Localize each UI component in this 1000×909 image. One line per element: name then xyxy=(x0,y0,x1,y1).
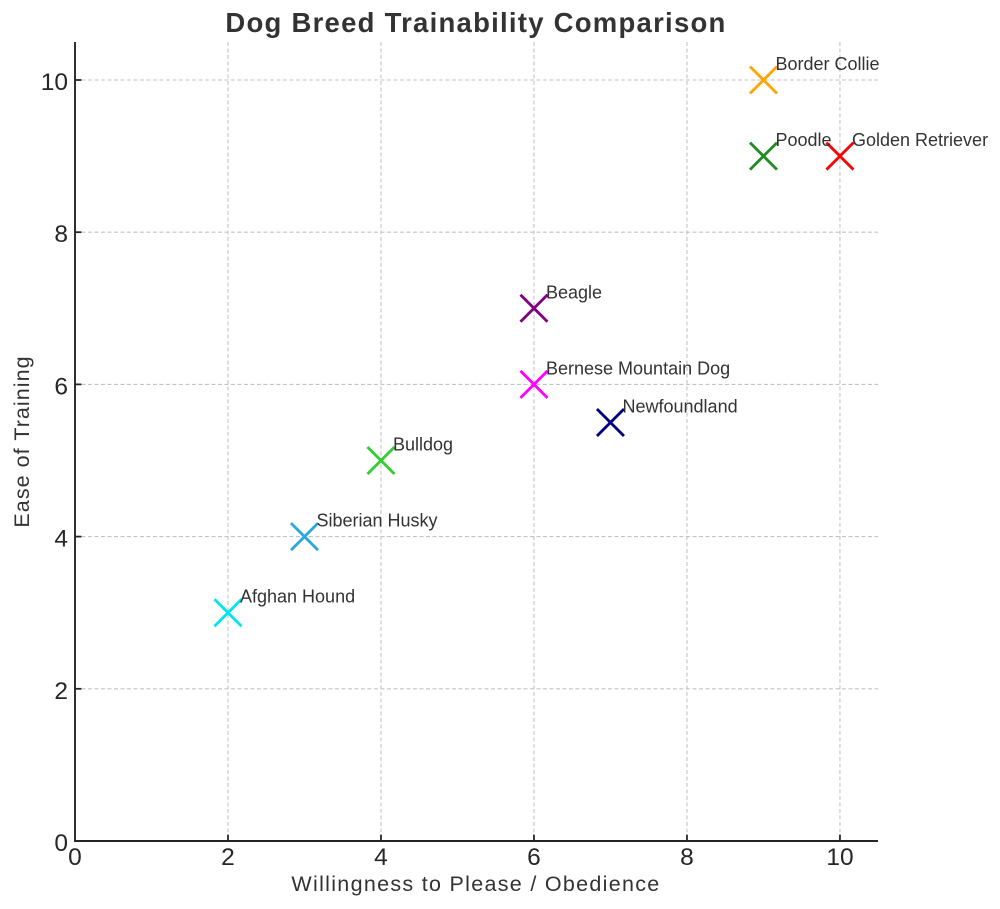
svg-text:Dog Breed Trainability Compari: Dog Breed Trainability Comparison xyxy=(225,7,726,38)
svg-text:Beagle: Beagle xyxy=(546,282,602,302)
svg-text:4: 4 xyxy=(54,526,68,553)
svg-text:8: 8 xyxy=(54,221,68,248)
svg-text:4: 4 xyxy=(374,844,388,871)
svg-text:Border Collie: Border Collie xyxy=(776,54,880,74)
svg-text:6: 6 xyxy=(527,844,541,871)
svg-text:Afghan Hound: Afghan Hound xyxy=(240,587,355,607)
svg-text:Willingness to Please / Obedie: Willingness to Please / Obedience xyxy=(291,872,660,896)
svg-text:Poodle: Poodle xyxy=(776,130,832,150)
svg-text:2: 2 xyxy=(221,844,235,871)
svg-text:Siberian Husky: Siberian Husky xyxy=(317,511,438,531)
svg-text:Ease of Training: Ease of Training xyxy=(10,355,34,527)
svg-text:0: 0 xyxy=(54,830,68,857)
svg-text:10: 10 xyxy=(41,69,68,96)
svg-text:6: 6 xyxy=(54,373,68,400)
svg-text:Golden Retriever: Golden Retriever xyxy=(852,130,988,150)
svg-text:10: 10 xyxy=(826,844,853,871)
svg-text:8: 8 xyxy=(680,844,694,871)
svg-text:0: 0 xyxy=(68,844,82,871)
svg-text:Bernese Mountain Dog: Bernese Mountain Dog xyxy=(546,358,730,378)
svg-text:2: 2 xyxy=(54,678,68,705)
svg-text:Newfoundland: Newfoundland xyxy=(623,397,738,417)
svg-text:Bulldog: Bulldog xyxy=(393,435,453,455)
